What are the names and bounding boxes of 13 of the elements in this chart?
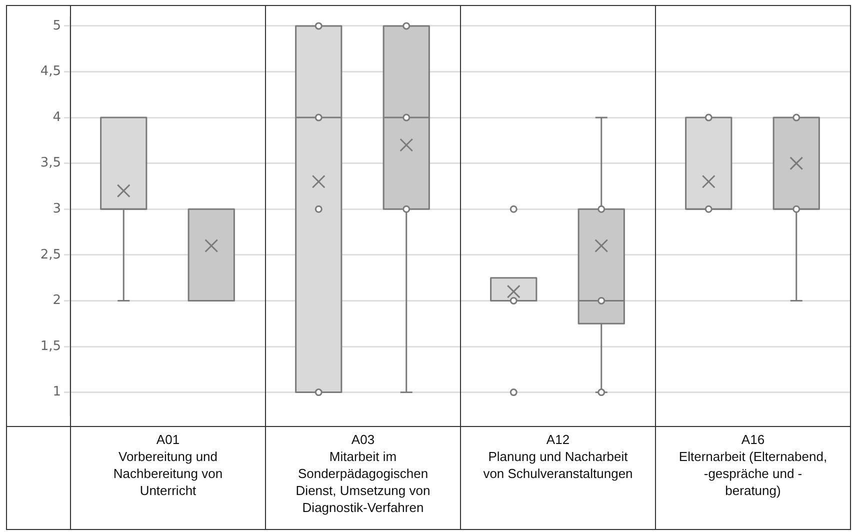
y-tick-label: 5 <box>52 18 61 34</box>
y-tick-label: 3 <box>52 202 61 217</box>
x-tick-label: A03 Mitarbeit im Sonderpädagogischen Dienst, Umsetzung von Diagnostik-Verfahren <box>265 427 460 530</box>
x-tick-label: A16 Elternarbeit (Elternabend, -gespräche und -beratung) <box>655 427 850 530</box>
y-tick-label: 1 <box>52 384 61 400</box>
y-tick-label: 4 <box>52 110 61 125</box>
x-tick-label: A01 Vorbereitung und Nachbereitung von Unterricht <box>70 427 265 530</box>
y-tick-label: 2,5 <box>40 247 61 262</box>
y-tick-label: 3,5 <box>40 156 61 171</box>
y-tick-label: 4,5 <box>40 64 61 80</box>
y-tick-label: 2 <box>52 293 61 308</box>
x-tick-label: A12 Planung und Nacharbeit von Schulveranstaltungen <box>460 427 655 530</box>
y-tick-label: 1,5 <box>40 338 61 354</box>
